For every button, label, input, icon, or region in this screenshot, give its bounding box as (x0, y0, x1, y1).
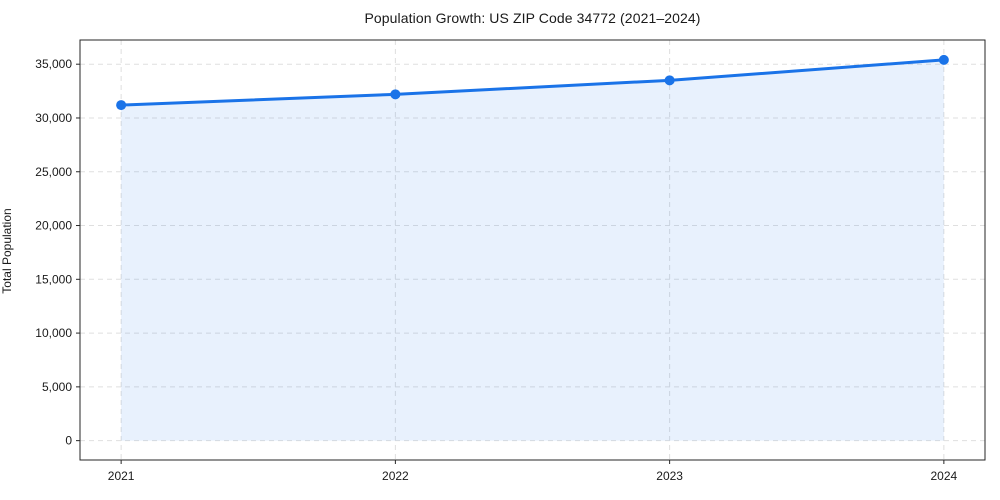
y-tick-label: 30,000 (35, 111, 72, 125)
chart-title: Population Growth: US ZIP Code 34772 (20… (364, 10, 701, 26)
trend-line (119, 58, 946, 107)
x-tick-label: 2024 (931, 469, 958, 483)
y-tick-label: 10,000 (35, 326, 72, 340)
y-tick-label: 35,000 (35, 57, 72, 71)
y-tick-label: 25,000 (35, 165, 72, 179)
area-fill (121, 59, 944, 441)
y-tick-label: 15,000 (35, 272, 72, 286)
x-tick-label: 2023 (656, 469, 683, 483)
data-point-2022 (390, 89, 401, 100)
x-tick-label: 2021 (108, 469, 135, 483)
x-tick-label: 2022 (382, 469, 409, 483)
y-tick-label: 20,000 (35, 219, 72, 233)
y-tick-label: 0 (65, 434, 72, 448)
data-point-2021 (116, 100, 127, 111)
data-point-2024 (938, 54, 949, 65)
plot-border (79, 39, 986, 461)
data-point-2023 (664, 75, 675, 86)
y-tick-label: 5,000 (42, 380, 72, 394)
